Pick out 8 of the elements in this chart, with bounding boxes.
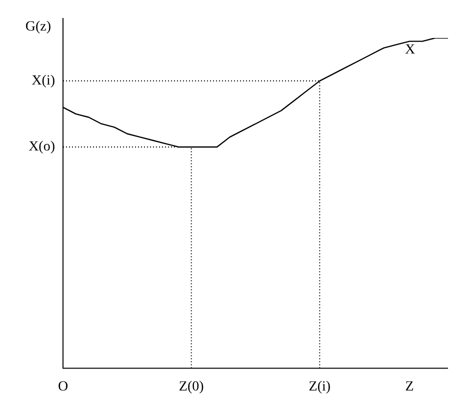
ref-line-label: X(o) bbox=[28, 140, 56, 155]
x-tick-label: O bbox=[58, 379, 68, 394]
x-tick-label: Z(0) bbox=[178, 379, 204, 394]
annotation: X bbox=[404, 42, 416, 58]
x-tick-label: Z(i) bbox=[308, 379, 331, 394]
y-axis-title: G(z) bbox=[25, 20, 52, 35]
ref-line-label: X(i) bbox=[32, 74, 56, 89]
x-tick-label: Z bbox=[405, 379, 414, 394]
